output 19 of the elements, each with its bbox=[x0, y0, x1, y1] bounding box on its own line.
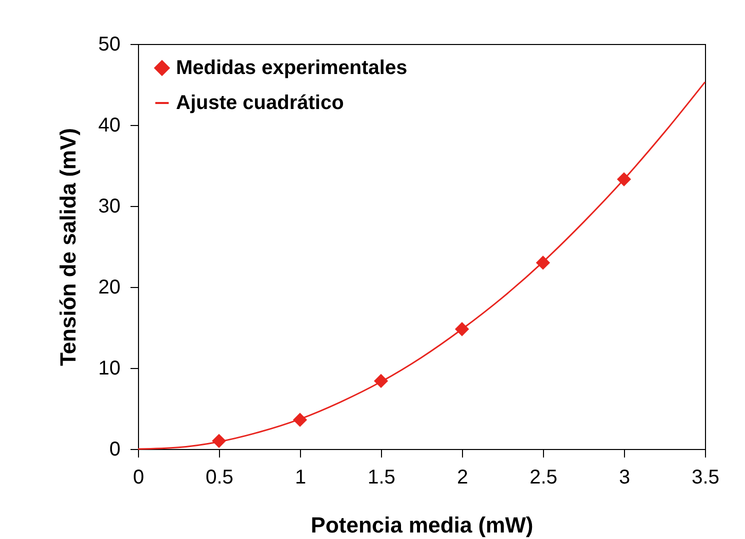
x-tick-label: 0.5 bbox=[206, 466, 234, 488]
y-tick-label: 10 bbox=[98, 358, 120, 380]
y-tick-label: 50 bbox=[98, 34, 120, 56]
x-tick-label: 2.5 bbox=[530, 466, 558, 488]
y-tick-label: 40 bbox=[98, 114, 120, 136]
y-tick-label: 20 bbox=[98, 276, 120, 298]
line-series bbox=[137, 81, 706, 450]
x-tick-label: 3.5 bbox=[692, 466, 720, 488]
x-tick-label: 3 bbox=[618, 466, 630, 488]
y-tick-label: 0 bbox=[109, 438, 120, 460]
y-axis-title: Tensión de salida (mV) bbox=[55, 128, 80, 366]
x-tick-label: 0 bbox=[132, 466, 144, 488]
legend-label: Medidas experimentales bbox=[176, 57, 408, 79]
x-tick-label: 1 bbox=[294, 466, 306, 488]
x-tick-label: 2 bbox=[456, 466, 468, 488]
y-tick-label: 30 bbox=[98, 196, 120, 218]
legend-label: Ajuste cuadrático bbox=[176, 92, 344, 114]
x-axis-title: Potencia media (mW) bbox=[310, 512, 534, 538]
x-tick-label: 1.5 bbox=[368, 466, 396, 488]
